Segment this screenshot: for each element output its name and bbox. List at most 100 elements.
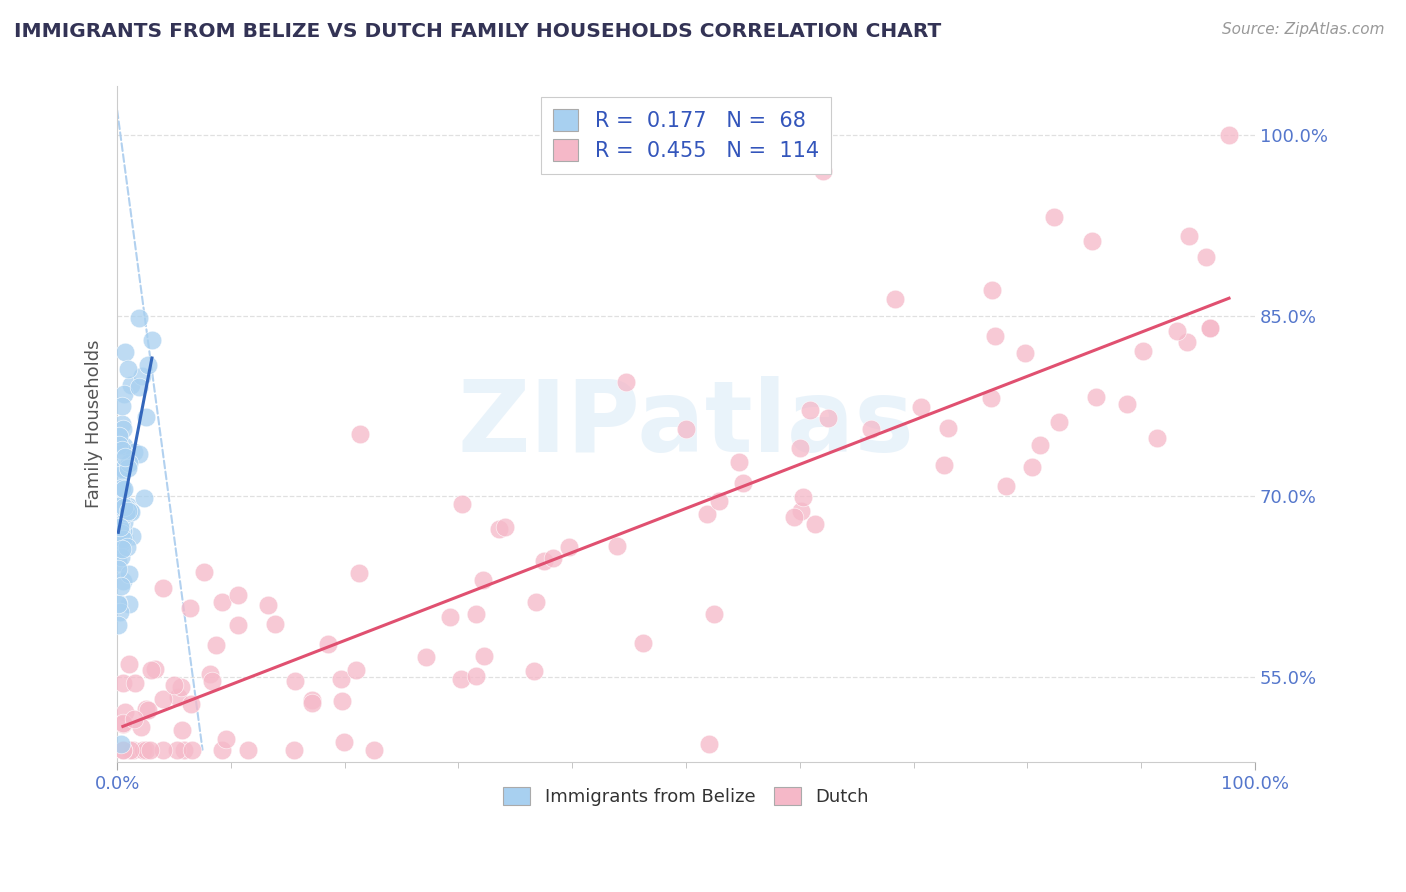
Point <box>201 674 224 689</box>
Text: ZIPatlas: ZIPatlas <box>457 376 914 473</box>
Point <box>451 497 474 511</box>
Point <box>107 488 129 502</box>
Point <box>112 500 135 514</box>
Point <box>152 581 174 595</box>
Point <box>333 734 356 748</box>
Point <box>114 705 136 719</box>
Point <box>631 636 654 650</box>
Point <box>910 400 932 414</box>
Point <box>124 676 146 690</box>
Point <box>214 732 236 747</box>
Point <box>860 421 883 435</box>
Point <box>108 467 131 482</box>
Point <box>110 579 132 593</box>
Point <box>981 283 1004 297</box>
Point <box>283 742 305 756</box>
Point <box>110 737 132 751</box>
Point <box>139 663 162 677</box>
Point <box>472 648 495 663</box>
Point <box>117 499 139 513</box>
Point <box>166 742 188 756</box>
Point <box>799 403 821 417</box>
Point <box>167 690 190 705</box>
Point <box>108 485 131 500</box>
Point <box>110 517 132 532</box>
Point <box>284 673 307 688</box>
Point <box>675 422 697 436</box>
Point <box>118 567 141 582</box>
Point <box>114 450 136 465</box>
Legend: Immigrants from Belize, Dutch: Immigrants from Belize, Dutch <box>496 780 876 814</box>
Point <box>170 680 193 694</box>
Point <box>111 716 134 731</box>
Point <box>112 574 135 588</box>
Point <box>330 694 353 708</box>
Point <box>1081 234 1104 248</box>
Point <box>135 742 157 756</box>
Point <box>111 399 134 413</box>
Point <box>450 672 472 686</box>
Point <box>558 540 581 554</box>
Point <box>1029 438 1052 452</box>
Point <box>112 461 135 475</box>
Point <box>131 742 153 756</box>
Point <box>107 499 129 513</box>
Point <box>181 742 204 756</box>
Point <box>111 422 134 436</box>
Point <box>1116 397 1139 411</box>
Point <box>112 387 135 401</box>
Point <box>107 597 129 611</box>
Point <box>163 677 186 691</box>
Point <box>439 609 461 624</box>
Point <box>817 411 839 425</box>
Point <box>344 663 367 677</box>
Point <box>1218 128 1240 142</box>
Point <box>1178 229 1201 244</box>
Point <box>211 742 233 756</box>
Point <box>107 555 129 569</box>
Point <box>141 333 163 347</box>
Point <box>804 517 827 532</box>
Point <box>152 742 174 756</box>
Point <box>128 379 150 393</box>
Point <box>120 378 142 392</box>
Point <box>614 375 637 389</box>
Point <box>118 504 141 518</box>
Point <box>180 697 202 711</box>
Point <box>118 657 141 671</box>
Point <box>1175 334 1198 349</box>
Point <box>111 532 134 546</box>
Point <box>107 618 129 632</box>
Point <box>226 588 249 602</box>
Point <box>108 520 131 534</box>
Point <box>697 737 720 751</box>
Point <box>108 429 131 443</box>
Point <box>1021 459 1043 474</box>
Point <box>110 518 132 533</box>
Point <box>263 617 285 632</box>
Point <box>110 417 132 431</box>
Point <box>128 311 150 326</box>
Point <box>111 483 134 497</box>
Point <box>936 421 959 435</box>
Point <box>703 607 725 622</box>
Point <box>120 742 142 756</box>
Point <box>121 529 143 543</box>
Point <box>108 438 131 452</box>
Point <box>111 542 134 557</box>
Point <box>117 362 139 376</box>
Point <box>136 358 159 372</box>
Point <box>1194 251 1216 265</box>
Point <box>110 492 132 507</box>
Point <box>523 664 546 678</box>
Point <box>114 504 136 518</box>
Text: IMMIGRANTS FROM BELIZE VS DUTCH FAMILY HOUSEHOLDS CORRELATION CHART: IMMIGRANTS FROM BELIZE VS DUTCH FAMILY H… <box>14 22 941 41</box>
Point <box>110 481 132 495</box>
Point <box>143 662 166 676</box>
Point <box>129 720 152 734</box>
Point <box>108 605 131 619</box>
Point <box>172 723 194 737</box>
Point <box>107 596 129 610</box>
Point <box>349 566 371 581</box>
Point <box>543 550 565 565</box>
